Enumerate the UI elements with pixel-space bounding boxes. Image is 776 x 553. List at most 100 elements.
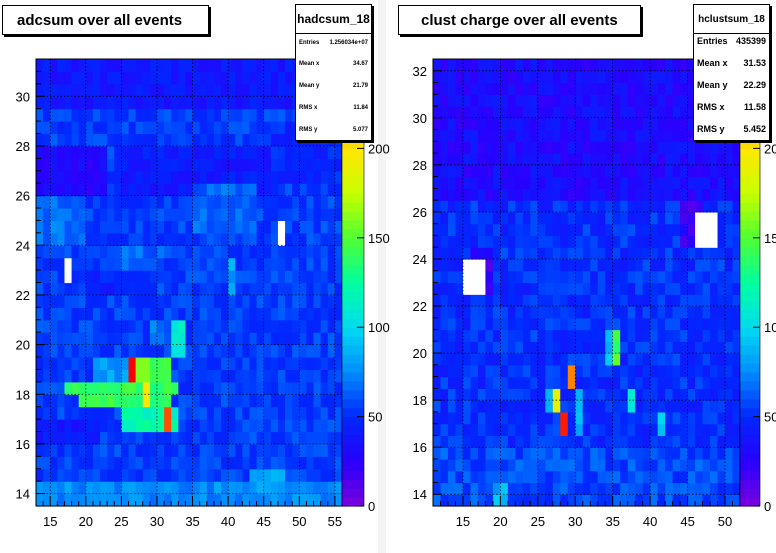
heatmap-bin bbox=[635, 117, 644, 131]
heatmap-bin bbox=[485, 153, 494, 166]
heatmap-bin bbox=[78, 145, 87, 159]
heatmap-bin bbox=[142, 220, 151, 234]
heatmap-bin bbox=[492, 106, 501, 119]
heatmap-bin bbox=[477, 482, 487, 495]
heatmap-bin bbox=[320, 145, 329, 159]
y-tick-label: 30 bbox=[413, 111, 427, 126]
heatmap-bin bbox=[582, 353, 591, 366]
heatmap-bin bbox=[492, 94, 501, 107]
heatmap-bin bbox=[695, 282, 704, 295]
palette-swatch bbox=[342, 157, 364, 167]
heatmap-bin bbox=[92, 406, 101, 420]
heatmap-bin bbox=[605, 188, 614, 201]
heatmap-bin bbox=[206, 83, 215, 97]
heatmap-bin bbox=[320, 456, 329, 470]
heatmap-bin bbox=[135, 493, 144, 507]
heatmap-bin bbox=[235, 381, 243, 395]
heatmap-bin bbox=[650, 129, 659, 142]
heatmap-bin bbox=[156, 381, 165, 395]
palette-swatch bbox=[342, 354, 364, 364]
heatmap-bin bbox=[477, 82, 487, 95]
heatmap-bin bbox=[142, 419, 151, 433]
heatmap-bin bbox=[206, 394, 215, 408]
heatmap-bin bbox=[199, 71, 208, 85]
heatmap-bin bbox=[270, 468, 279, 482]
heatmap-bin bbox=[665, 329, 674, 342]
heatmap-bin bbox=[537, 447, 546, 460]
heatmap-bin bbox=[440, 223, 449, 237]
heatmap-bin bbox=[156, 71, 165, 85]
heatmap-bin bbox=[164, 145, 172, 159]
heatmap-bin bbox=[292, 332, 300, 346]
heatmap-bin bbox=[620, 270, 629, 284]
heatmap-bin bbox=[64, 468, 73, 482]
palette-swatch bbox=[740, 148, 760, 158]
heatmap-bin bbox=[702, 341, 711, 354]
palette-swatch bbox=[342, 497, 364, 507]
heatmap-bin bbox=[156, 158, 165, 172]
heatmap-bin bbox=[492, 388, 501, 401]
heatmap-bin bbox=[327, 307, 336, 321]
heatmap-bin bbox=[249, 121, 258, 135]
heatmap-bin bbox=[522, 129, 531, 142]
palette-swatch bbox=[342, 452, 364, 462]
heatmap-bin bbox=[242, 83, 251, 97]
heatmap-bin bbox=[537, 247, 546, 260]
heatmap-bin bbox=[530, 188, 539, 201]
heatmap-bin bbox=[620, 200, 629, 213]
heatmap-bin bbox=[732, 141, 741, 154]
heatmap-bin bbox=[560, 188, 569, 201]
heatmap-bin bbox=[320, 170, 329, 184]
heatmap-bin bbox=[156, 493, 165, 507]
heatmap-bin bbox=[171, 394, 179, 408]
heatmap-bin bbox=[249, 170, 258, 184]
heatmap-bin bbox=[507, 353, 516, 366]
heatmap-bin bbox=[485, 211, 494, 225]
heatmap-bin bbox=[597, 317, 606, 331]
heatmap-bin bbox=[485, 282, 494, 295]
heatmap-bin bbox=[590, 188, 599, 201]
heatmap-bin bbox=[100, 59, 108, 73]
heatmap-bin bbox=[515, 411, 524, 425]
heatmap-bin bbox=[142, 257, 151, 271]
heatmap-bin bbox=[192, 332, 201, 346]
heatmap-bin bbox=[192, 170, 201, 184]
heatmap-bin bbox=[313, 220, 322, 234]
heatmap-bin bbox=[128, 270, 137, 284]
heatmap-bin bbox=[627, 317, 636, 331]
heatmap-bin bbox=[206, 406, 215, 420]
heatmap-bin bbox=[590, 400, 599, 413]
heatmap-bin bbox=[185, 59, 194, 73]
heatmap-bin bbox=[650, 153, 659, 166]
heatmap-bin bbox=[213, 294, 222, 308]
heatmap-bin bbox=[50, 443, 58, 457]
heatmap-bin bbox=[567, 117, 576, 131]
heatmap-bin bbox=[100, 208, 108, 222]
heatmap-bin bbox=[687, 59, 696, 72]
heatmap-bin bbox=[492, 153, 501, 166]
heatmap-bin bbox=[433, 329, 442, 342]
heatmap-bin bbox=[64, 282, 73, 296]
heatmap-bin bbox=[447, 141, 457, 154]
heatmap-bin bbox=[522, 341, 531, 354]
heatmap-bin bbox=[92, 431, 101, 445]
heatmap-bin bbox=[277, 270, 286, 284]
heatmap-bin bbox=[567, 82, 576, 95]
heatmap-bin bbox=[552, 494, 561, 507]
heatmap-bin bbox=[560, 329, 569, 342]
palette-swatch bbox=[740, 193, 760, 203]
left-stats-row: Entries 1.256034e+07 bbox=[299, 40, 368, 46]
heatmap-bin bbox=[522, 176, 531, 189]
heatmap-bin bbox=[206, 357, 215, 371]
heatmap-bin bbox=[470, 282, 479, 295]
heatmap-bin bbox=[114, 456, 122, 470]
heatmap-bin bbox=[440, 353, 449, 366]
heatmap-bin bbox=[455, 117, 464, 131]
heatmap-bin bbox=[545, 341, 554, 354]
heatmap-bin bbox=[192, 493, 201, 507]
heatmap-bin bbox=[657, 235, 666, 248]
heatmap-bin bbox=[597, 211, 606, 225]
heatmap-bin bbox=[530, 482, 539, 495]
heatmap-bin bbox=[695, 164, 704, 178]
heatmap-bin bbox=[43, 357, 51, 371]
